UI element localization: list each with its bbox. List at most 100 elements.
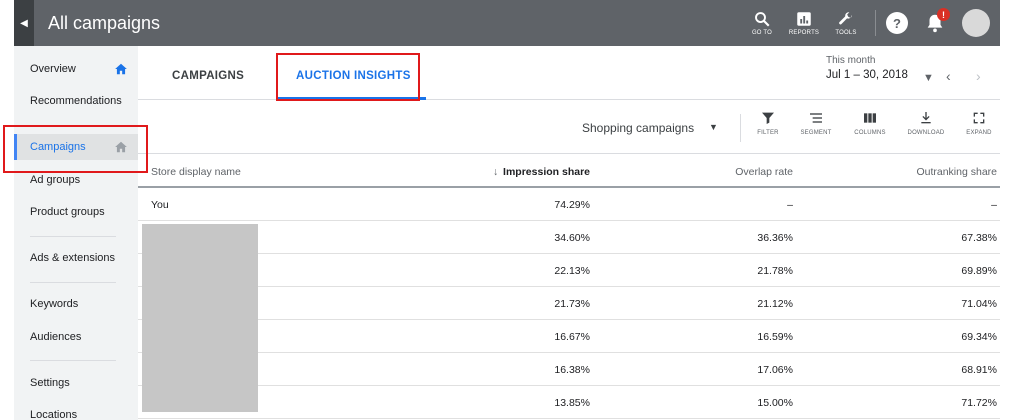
columns-label: COLUMNS — [854, 130, 886, 136]
cell-impression-share: 74.29% — [554, 199, 590, 211]
sidebar-item-label: Ads & extensions — [30, 252, 115, 264]
cell-outranking-share: 71.72% — [961, 397, 997, 409]
sidebar-item-label: Locations — [30, 409, 78, 420]
previous-period-icon[interactable]: ‹ — [946, 68, 951, 84]
sidebar-item-label: Product groups — [30, 206, 105, 218]
redacted-store-names — [142, 224, 258, 412]
highlight-auction-insights — [276, 53, 420, 101]
download-button[interactable]: DOWNLOAD — [901, 110, 951, 136]
columns-icon — [864, 113, 876, 123]
cell-outranking-share: – — [991, 199, 997, 211]
segment-icon — [810, 113, 822, 123]
table-header: Store display name ↓ Impression share Ov… — [138, 155, 1000, 188]
sidebar-item-settings[interactable]: Settings — [14, 370, 138, 396]
sidebar-item-keywords[interactable]: Keywords — [14, 291, 138, 317]
table-row[interactable]: 21.73% 21.12% 71.04% — [138, 287, 1000, 320]
date-dropdown-icon[interactable]: ▼ — [923, 72, 934, 84]
sidebar-item-label: Audiences — [30, 331, 82, 343]
cell-outranking-share: 68.91% — [961, 364, 997, 376]
filter-icon — [762, 112, 774, 124]
chevron-down-icon[interactable]: ▼ — [709, 122, 718, 132]
campaign-type-select[interactable]: Shopping campaigns — [582, 121, 695, 135]
cell-overlap-rate: 15.00% — [757, 397, 793, 409]
cell-outranking-share: 69.89% — [961, 265, 997, 277]
reports-icon — [797, 12, 811, 26]
tools-label: TOOLS — [835, 30, 857, 36]
sidebar: Overview Recommendations Campaigns Ad gr… — [14, 46, 138, 420]
cell-overlap-rate: 21.78% — [757, 265, 793, 277]
sort-arrow-icon[interactable]: ↓ — [493, 166, 499, 178]
sidebar-divider — [30, 236, 116, 237]
next-period-icon[interactable]: › — [976, 68, 981, 84]
wrench-icon — [839, 12, 852, 25]
sidebar-item-label: Ad groups — [30, 174, 81, 186]
column-header-overlap-rate[interactable]: Overlap rate — [735, 166, 793, 178]
sidebar-item-ad-groups[interactable]: Ad groups — [14, 167, 138, 193]
toolbar-divider — [740, 114, 741, 142]
avatar[interactable] — [962, 9, 990, 37]
cell-outranking-share: 71.04% — [961, 298, 997, 310]
segment-button[interactable]: SEGMENT — [791, 110, 841, 136]
table-row[interactable]: You 74.29% – – — [138, 188, 1000, 221]
reports-button[interactable]: REPORTS — [783, 10, 825, 36]
expand-button[interactable]: EXPAND — [954, 110, 1004, 136]
sidebar-divider — [30, 282, 116, 283]
filter-label: FILTER — [757, 130, 779, 136]
sidebar-item-label: Settings — [30, 377, 70, 389]
tab-auction-insights[interactable]: AUCTION INSIGHTS — [296, 70, 411, 82]
cell-overlap-rate: 16.59% — [757, 331, 793, 343]
page-title: All campaigns — [48, 12, 161, 33]
cell-impression-share: 21.73% — [554, 298, 590, 310]
sidebar-item-ads-extensions[interactable]: Ads & extensions — [14, 245, 138, 271]
sidebar-item-label: Keywords — [30, 298, 79, 310]
column-header-outranking-share[interactable]: Outranking share — [916, 166, 997, 178]
sidebar-divider — [30, 360, 116, 361]
sidebar-item-locations[interactable]: Locations — [14, 402, 138, 420]
sidebar-item-recommendations[interactable]: Recommendations — [14, 88, 138, 114]
reports-label: REPORTS — [788, 30, 820, 36]
cell-impression-share: 34.60% — [554, 232, 590, 244]
sidebar-item-label: Campaigns — [30, 141, 86, 153]
sidebar-item-campaigns[interactable]: Campaigns — [14, 134, 138, 160]
tab-campaigns[interactable]: CAMPAIGNS — [172, 70, 245, 82]
sidebar-item-product-groups[interactable]: Product groups — [14, 199, 138, 225]
main-content: CAMPAIGNS AUCTION INSIGHTS This month Ju… — [138, 46, 1000, 420]
sidebar-item-label: Recommendations — [30, 95, 122, 107]
column-header-impression-share[interactable]: Impression share — [503, 166, 590, 178]
cell-overlap-rate: – — [787, 199, 793, 211]
active-tab-indicator — [278, 97, 426, 100]
segment-label: SEGMENT — [800, 130, 832, 136]
goto-button[interactable]: GO TO — [741, 10, 783, 36]
cell-overlap-rate: 36.36% — [757, 232, 793, 244]
cell-impression-share: 13.85% — [554, 397, 590, 409]
cell-overlap-rate: 17.06% — [757, 364, 793, 376]
date-range-value: Jul 1 – 30, 2018 — [826, 69, 908, 81]
cell-store-name: You — [151, 199, 169, 211]
table-toolbar: Shopping campaigns ▼ FILTER SEGMENT COLU… — [138, 100, 1000, 154]
cell-impression-share: 16.38% — [554, 364, 590, 376]
filter-button[interactable]: FILTER — [743, 110, 793, 136]
search-icon — [755, 12, 770, 27]
columns-button[interactable]: COLUMNS — [845, 110, 895, 136]
cell-outranking-share: 69.34% — [961, 331, 997, 343]
table-row[interactable]: 22.13% 21.78% 69.89% — [138, 254, 1000, 287]
toolbar-divider — [875, 10, 876, 36]
chevron-left-icon: ◀ — [20, 17, 28, 29]
notifications-button[interactable]: ! — [924, 8, 950, 34]
tab-bar: CAMPAIGNS AUCTION INSIGHTS This month Ju… — [138, 46, 1000, 100]
home-icon — [115, 63, 127, 75]
table-row[interactable]: 34.60% 36.36% 67.38% — [138, 221, 1000, 254]
sidebar-item-overview[interactable]: Overview — [14, 56, 138, 82]
column-header-store[interactable]: Store display name — [151, 166, 241, 178]
sidebar-item-audiences[interactable]: Audiences — [14, 324, 138, 350]
tools-button[interactable]: TOOLS — [825, 10, 867, 36]
goto-label: GO TO — [751, 30, 773, 36]
table-row[interactable]: 16.67% 16.59% 69.34% — [138, 320, 1000, 353]
collapse-nav-button[interactable]: ◀ — [14, 0, 34, 46]
expand-icon — [973, 112, 985, 124]
table-row[interactable]: 13.85% 15.00% 71.72% — [138, 386, 1000, 419]
date-range-picker[interactable]: This month Jul 1 – 30, 2018 — [826, 55, 908, 81]
table-row[interactable]: 16.38% 17.06% 68.91% — [138, 353, 1000, 386]
highlight-campaigns — [3, 125, 148, 173]
help-button[interactable]: ? — [886, 12, 908, 34]
